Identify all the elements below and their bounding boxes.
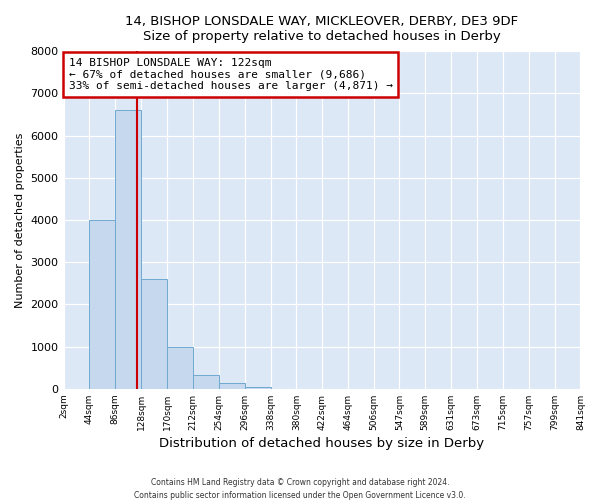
Bar — [115, 110, 141, 389]
Bar — [141, 279, 167, 389]
Bar — [89, 220, 115, 389]
Bar — [193, 375, 219, 389]
Text: Contains HM Land Registry data © Crown copyright and database right 2024.
Contai: Contains HM Land Registry data © Crown c… — [134, 478, 466, 500]
X-axis label: Distribution of detached houses by size in Derby: Distribution of detached houses by size … — [160, 437, 485, 450]
Bar — [245, 386, 271, 389]
Bar — [219, 384, 245, 389]
Text: 14 BISHOP LONSDALE WAY: 122sqm
← 67% of detached houses are smaller (9,686)
33% : 14 BISHOP LONSDALE WAY: 122sqm ← 67% of … — [69, 58, 393, 91]
Y-axis label: Number of detached properties: Number of detached properties — [15, 132, 25, 308]
Title: 14, BISHOP LONSDALE WAY, MICKLEOVER, DERBY, DE3 9DF
Size of property relative to: 14, BISHOP LONSDALE WAY, MICKLEOVER, DER… — [125, 15, 518, 43]
Bar — [167, 346, 193, 389]
